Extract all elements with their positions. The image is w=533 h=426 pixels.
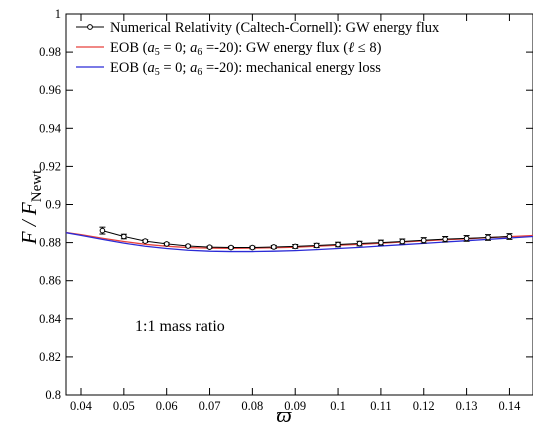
series-group [65,226,533,253]
nr-data-point [335,241,341,248]
y-axis-label-main: F / F [17,202,41,245]
legend-label-eob-mech: EOB (a5 = 0; a6 =-20): mechanical energy… [110,60,381,78]
legend-label-nr: Numerical Relativity (Caltech-Cornell): … [110,20,440,36]
x-tick-label: 0.07 [199,399,221,413]
x-tick-label: 0.04 [70,399,93,413]
x-tick-label: 0.13 [456,399,478,413]
nr-data-point [249,244,256,251]
y-tick-label: 0.96 [39,83,61,97]
x-axis-label: ϖ [276,402,292,426]
y-axis-label-subscript: Newt [29,169,45,202]
nr-data-point [313,242,320,249]
y-tick-label: 0.9 [45,198,61,212]
x-tick-label: 0.09 [284,399,306,413]
y-tick-label: 0.88 [39,236,61,250]
nr-data-point [99,227,106,234]
x-tick-label: 0.08 [241,399,263,413]
y-tick-label: 0.8 [45,388,61,402]
y-tick-label: 1 [55,7,61,21]
ticks-group: 0.04 0.05 0.06 0.07 0.08 0.09 0.1 0.11 0.12 0.13 0… [39,7,533,413]
nr-data-point [378,239,384,246]
nr-data-point [442,236,448,242]
x-tick-label: 0.11 [370,399,391,413]
y-tick-label: 0.94 [39,121,62,135]
nr-data-point [399,238,406,245]
nr-data-point [206,244,213,250]
legend-label-eob-flux: EOB (a5 = 0; a6 =-20): GW energy flux (ℓ… [110,40,382,58]
y-tick-label: 0.92 [39,159,61,173]
y-tick-label: 0.98 [39,45,61,59]
nr-data-point [142,238,149,244]
x-tick-label: 0.14 [498,399,521,413]
x-tick-label: 0.06 [156,399,178,413]
nr-data-point [163,241,170,247]
nr-data-point [270,244,277,250]
nr-data-point [356,240,363,247]
y-tick-label: 0.84 [39,312,62,326]
nr-data-point [506,233,513,240]
legend-swatch-nr-marker [87,24,93,30]
y-tick-label: 0.86 [39,274,61,288]
legend: Numerical Relativity (Caltech-Cornell): … [76,20,440,78]
nr-data-point [228,244,234,251]
mass-ratio-annotation: 1:1 mass ratio [135,318,225,335]
x-tick-label: 0.05 [113,399,135,413]
y-axis-label: F / FNewt [17,169,45,245]
series-line-nr [102,230,510,249]
nr-data-point [121,233,127,240]
series-line-eob-mech [65,232,533,253]
x-tick-label: 0.12 [413,399,435,413]
nr-data-point [185,243,191,249]
y-tick-label: 0.82 [39,350,61,364]
nr-data-point [463,235,470,242]
nr-data-point [420,237,427,244]
nr-data-point [485,234,491,241]
x-tick-label: 0.1 [330,399,346,413]
nr-data-point [292,243,299,250]
svg-text:F / FNewt: F / FNewt [17,169,45,245]
